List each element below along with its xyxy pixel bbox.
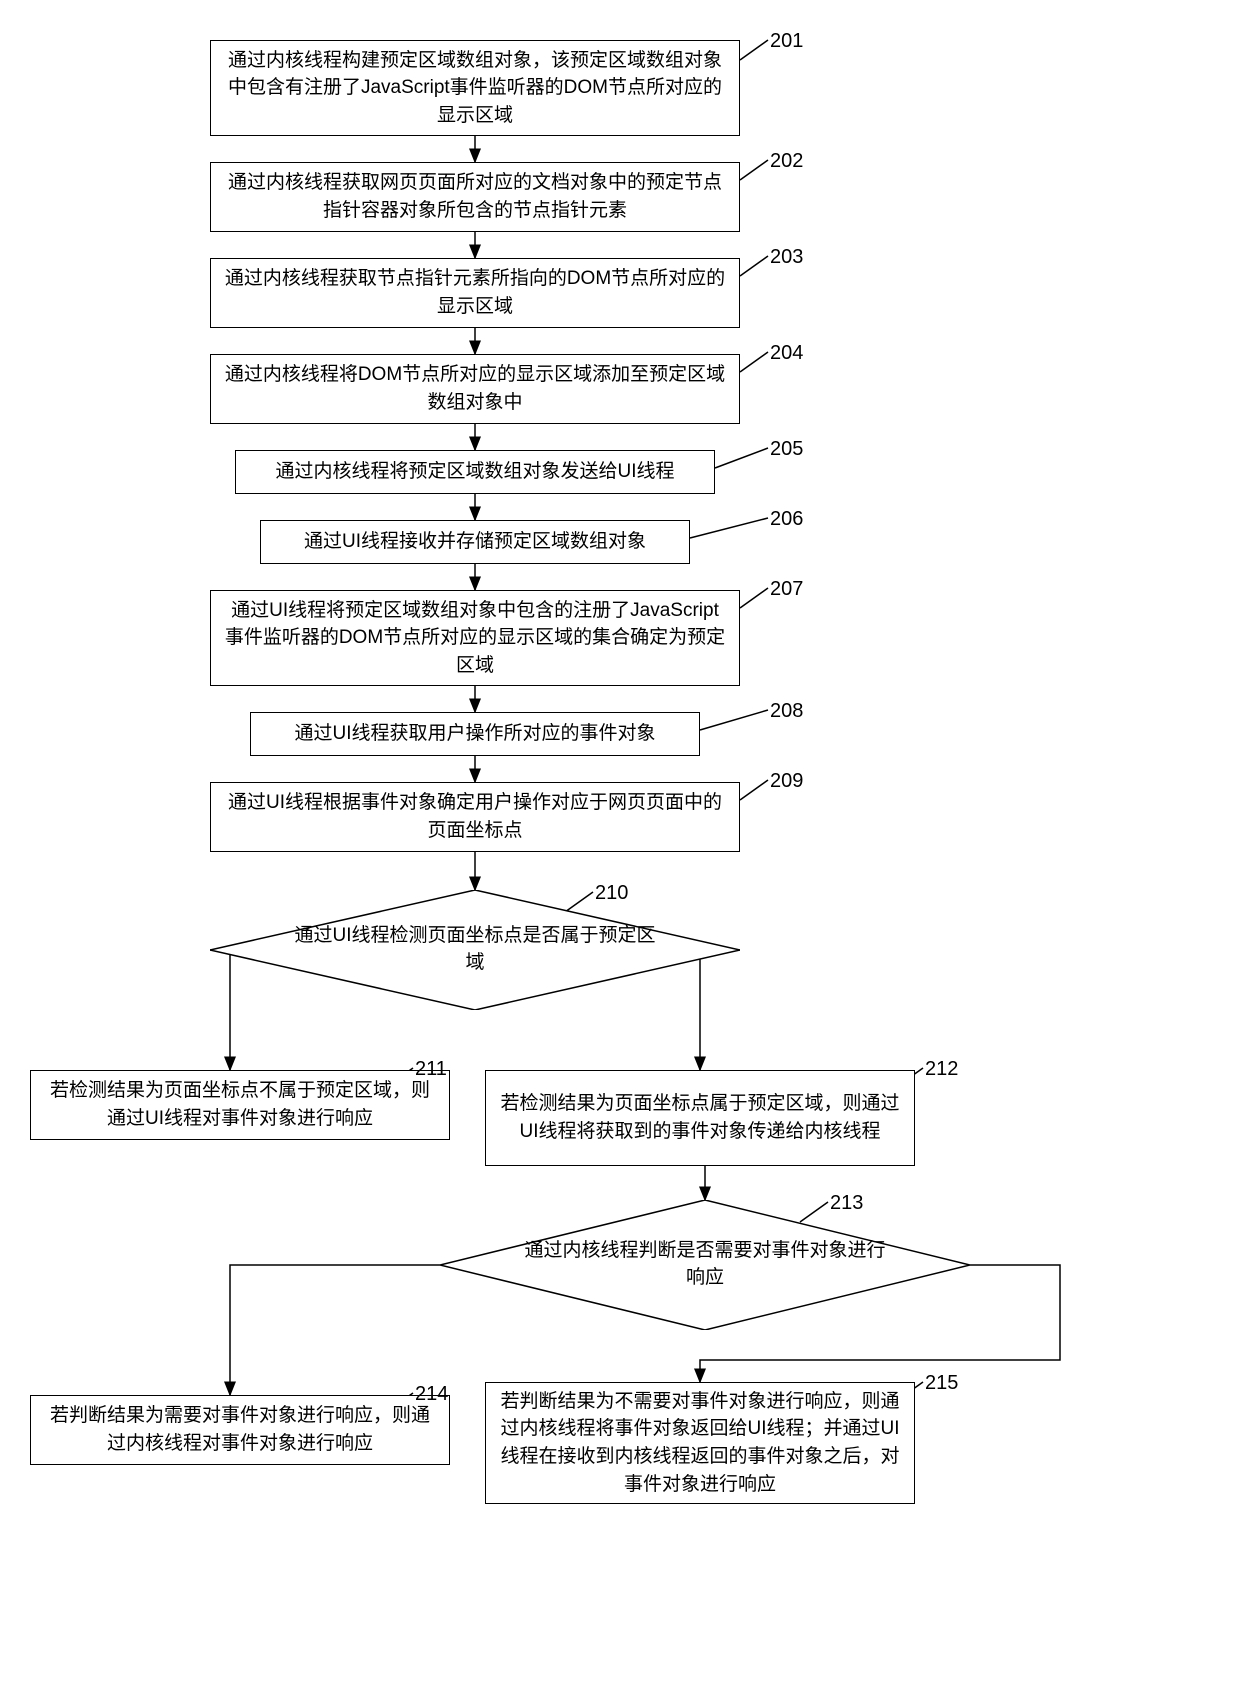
flowchart-node-n211: 若检测结果为页面坐标点不属于预定区域，则通过UI线程对事件对象进行响应 — [30, 1070, 450, 1140]
flowchart-node-n209: 通过UI线程根据事件对象确定用户操作对应于网页页面中的页面坐标点 — [210, 782, 740, 852]
node-label-n206: 206 — [770, 508, 803, 531]
node-text: 通过内核线程判断是否需要对事件对象进行响应 — [440, 1200, 970, 1330]
node-text: 通过UI线程接收并存储预定区域数组对象 — [304, 528, 646, 556]
flowchart-node-n201: 通过内核线程构建预定区域数组对象，该预定区域数组对象中包含有注册了JavaScr… — [210, 40, 740, 136]
node-label-n207: 207 — [770, 578, 803, 601]
flowchart-node-n215: 若判断结果为不需要对事件对象进行响应，则通过内核线程将事件对象返回给UI线程；并… — [485, 1382, 915, 1504]
node-label-n213: 213 — [830, 1192, 863, 1215]
flowchart-node-n207: 通过UI线程将预定区域数组对象中包含的注册了JavaScript事件监听器的DO… — [210, 590, 740, 686]
node-label-n210: 210 — [595, 882, 628, 905]
flowchart-node-n208: 通过UI线程获取用户操作所对应的事件对象 — [250, 712, 700, 756]
node-text: 若判断结果为需要对事件对象进行响应，则通过内核线程对事件对象进行响应 — [43, 1402, 437, 1457]
node-text: 若检测结果为页面坐标点不属于预定区域，则通过UI线程对事件对象进行响应 — [43, 1077, 437, 1132]
node-text: 通过内核线程构建预定区域数组对象，该预定区域数组对象中包含有注册了JavaScr… — [223, 47, 727, 130]
node-label-n203: 203 — [770, 246, 803, 269]
node-text: 通过UI线程检测页面坐标点是否属于预定区域 — [210, 890, 740, 1010]
node-text: 通过内核线程获取节点指针元素所指向的DOM节点所对应的显示区域 — [223, 265, 727, 320]
node-label-n209: 209 — [770, 770, 803, 793]
flowchart-node-n205: 通过内核线程将预定区域数组对象发送给UI线程 — [235, 450, 715, 494]
flowchart-decision-n213: 通过内核线程判断是否需要对事件对象进行响应 — [440, 1200, 970, 1330]
node-label-n211: 211 — [415, 1058, 447, 1081]
node-label-n202: 202 — [770, 150, 803, 173]
node-text: 通过UI线程根据事件对象确定用户操作对应于网页页面中的页面坐标点 — [223, 789, 727, 844]
flowchart-node-n203: 通过内核线程获取节点指针元素所指向的DOM节点所对应的显示区域 — [210, 258, 740, 328]
node-text: 若判断结果为不需要对事件对象进行响应，则通过内核线程将事件对象返回给UI线程；并… — [498, 1388, 902, 1498]
flowchart-node-n214: 若判断结果为需要对事件对象进行响应，则通过内核线程对事件对象进行响应 — [30, 1395, 450, 1465]
node-text: 通过内核线程将预定区域数组对象发送给UI线程 — [275, 458, 674, 486]
node-label-n208: 208 — [770, 700, 803, 723]
node-text: 若检测结果为页面坐标点属于预定区域，则通过UI线程将获取到的事件对象传递给内核线… — [498, 1090, 902, 1145]
node-label-n214: 214 — [415, 1383, 448, 1406]
node-text: 通过UI线程将预定区域数组对象中包含的注册了JavaScript事件监听器的DO… — [223, 597, 727, 680]
flowchart-node-n202: 通过内核线程获取网页页面所对应的文档对象中的预定节点指针容器对象所包含的节点指针… — [210, 162, 740, 232]
flowchart-node-n212: 若检测结果为页面坐标点属于预定区域，则通过UI线程将获取到的事件对象传递给内核线… — [485, 1070, 915, 1166]
node-label-n205: 205 — [770, 438, 803, 461]
flowchart-node-n204: 通过内核线程将DOM节点所对应的显示区域添加至预定区域数组对象中 — [210, 354, 740, 424]
flowchart-decision-n210: 通过UI线程检测页面坐标点是否属于预定区域 — [210, 890, 740, 1010]
node-text: 通过内核线程将DOM节点所对应的显示区域添加至预定区域数组对象中 — [223, 361, 727, 416]
node-label-n212: 212 — [925, 1058, 958, 1081]
node-label-n215: 215 — [925, 1372, 958, 1395]
node-label-n201: 201 — [770, 30, 803, 53]
node-text: 通过UI线程获取用户操作所对应的事件对象 — [294, 720, 655, 748]
flowchart-node-n206: 通过UI线程接收并存储预定区域数组对象 — [260, 520, 690, 564]
node-label-n204: 204 — [770, 342, 803, 365]
node-text: 通过内核线程获取网页页面所对应的文档对象中的预定节点指针容器对象所包含的节点指针… — [223, 169, 727, 224]
